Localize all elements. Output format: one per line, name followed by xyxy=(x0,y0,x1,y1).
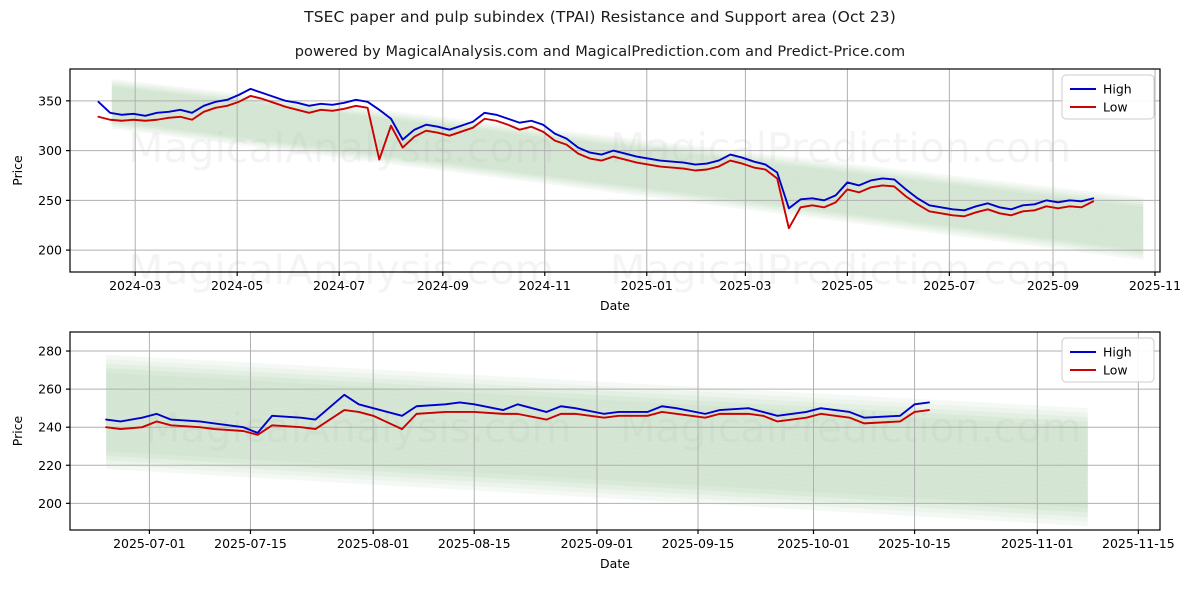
x-tick-label: 2025-07 xyxy=(923,278,975,293)
series-line-high xyxy=(97,87,1095,212)
x-tick-label: 2025-11-15 xyxy=(1102,536,1175,551)
y-axis-label: Price xyxy=(10,155,25,186)
legend-entry-high-label: High xyxy=(1103,82,1132,97)
legend-entry-high-label: High xyxy=(1103,345,1132,360)
band-slice xyxy=(111,107,1144,236)
band-slice xyxy=(111,78,1144,200)
x-tick-label: 2025-08-01 xyxy=(337,536,410,551)
band-slice xyxy=(111,115,1144,246)
x-axis-label: Date xyxy=(600,298,630,313)
x-tick-label: 2025-11 xyxy=(1129,278,1181,293)
band-slice xyxy=(111,119,1144,251)
band-slice xyxy=(111,90,1144,215)
x-tick-label: 2024-07 xyxy=(313,278,365,293)
legend-entry-low-label: Low xyxy=(1103,100,1128,115)
y-tick-label: 200 xyxy=(38,243,62,258)
overview-chart-panel: MagicalAnalysis.com MagicalPrediction.com… xyxy=(0,62,1200,317)
band-slice xyxy=(111,101,1144,229)
chart-legend[interactable]: High Low xyxy=(1061,74,1155,120)
plot-border xyxy=(69,331,1161,531)
series-line-high xyxy=(105,393,930,434)
band-slice xyxy=(111,96,1144,222)
overview-chart-svg: MagicalAnalysis.com MagicalPrediction.com… xyxy=(10,68,1181,313)
x-tick-label: 2025-07-15 xyxy=(214,536,287,551)
data-series-group xyxy=(105,393,930,436)
x-tick-label: 2024-11 xyxy=(519,278,571,293)
page-subtitle: powered by MagicalAnalysis.com and Magic… xyxy=(294,44,906,60)
zoomed-chart-panel: MagicalAnalysis.com MagicalPrediction.com… xyxy=(0,322,1200,600)
y-tick-label: 200 xyxy=(38,496,62,511)
x-tick-label: 2025-09-01 xyxy=(561,536,634,551)
x-tick-label: 2025-07-01 xyxy=(113,536,186,551)
band-slice xyxy=(111,121,1144,253)
series-line-low xyxy=(97,94,1095,230)
x-tick-label: 2024-05 xyxy=(211,278,263,293)
series-line-low xyxy=(105,409,930,436)
chart-legend[interactable]: High Low xyxy=(1061,337,1155,383)
band-slice xyxy=(111,111,1144,241)
x-tick-label: 2025-10-01 xyxy=(777,536,850,551)
y-tick-label: 250 xyxy=(38,193,62,208)
data-series-group xyxy=(97,87,1095,230)
watermark-text: MagicalAnalysis.com xyxy=(128,124,555,172)
y-tick-label: 240 xyxy=(38,420,62,435)
band-slice xyxy=(111,100,1144,227)
legend-entry-low-label: Low xyxy=(1103,363,1128,378)
y-tick-label: 350 xyxy=(38,93,62,108)
band-slice xyxy=(111,80,1144,203)
x-tick-label: 2025-09-15 xyxy=(662,536,735,551)
x-tick-label: 2025-11-01 xyxy=(1001,536,1074,551)
zoomed-chart-svg: MagicalAnalysis.com MagicalPrediction.com… xyxy=(10,331,1175,571)
x-tick-label: 2025-09 xyxy=(1027,278,1079,293)
page-title: TSEC paper and pulp subindex (TPAI) Resi… xyxy=(304,8,896,26)
plot-background xyxy=(70,69,1160,272)
x-tick-label: 2025-10-15 xyxy=(878,536,951,551)
plot-border xyxy=(69,68,1161,273)
band-slice xyxy=(111,124,1144,258)
axes: 200 220 240 260 280 2025-07-01 2025-07-15 2025-… xyxy=(38,331,1175,551)
y-axis-label: Price xyxy=(10,415,25,446)
watermark-text: MagicalPrediction.com xyxy=(610,246,1071,294)
band-slice xyxy=(111,117,1144,249)
axes: 200 250 300 350 2024-03 2024-05 2024-07 2024-09… xyxy=(38,68,1181,293)
x-tick-label: 2025-05 xyxy=(821,278,873,293)
y-tick-label: 300 xyxy=(38,143,62,158)
x-axis-label: Date xyxy=(600,556,630,571)
x-tick-label: 2024-09 xyxy=(417,278,469,293)
band-slice xyxy=(111,94,1144,220)
band-slice xyxy=(111,113,1144,244)
y-tick-label: 220 xyxy=(38,458,62,473)
y-tick-label: 260 xyxy=(38,382,62,397)
x-tick-label: 2024-03 xyxy=(109,278,161,293)
x-tick-label: 2025-03 xyxy=(719,278,771,293)
band-slice xyxy=(111,105,1144,234)
band-slice xyxy=(111,109,1144,239)
x-tick-label: 2025-08-15 xyxy=(438,536,511,551)
x-tick-label: 2025-01 xyxy=(621,278,673,293)
watermark-group: MagicalAnalysis.com MagicalPrediction.com… xyxy=(128,124,1071,294)
grid-lines xyxy=(70,332,1160,530)
y-tick-label: 280 xyxy=(38,344,62,359)
band-slice xyxy=(111,122,1144,256)
band-slice xyxy=(111,103,1144,232)
band-slice xyxy=(111,126,1144,261)
watermark-text: MagicalAnalysis.com xyxy=(128,246,555,294)
